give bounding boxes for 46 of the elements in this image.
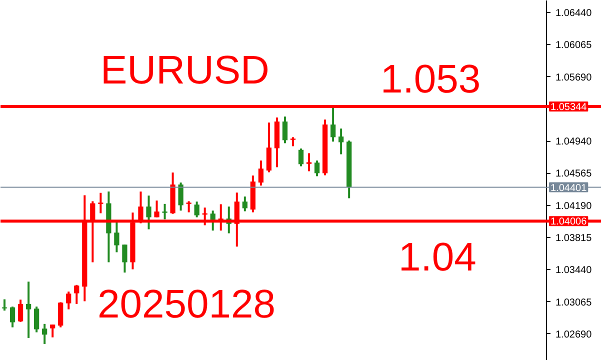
candlestick xyxy=(162,202,168,220)
candlestick xyxy=(194,200,200,218)
y-tick-label: 1.03065 xyxy=(556,297,592,308)
candlestick xyxy=(42,322,48,345)
candlestick xyxy=(66,290,72,310)
candlestick xyxy=(58,301,64,328)
y-tick-label: 1.04190 xyxy=(556,200,592,212)
candlestick xyxy=(178,182,184,212)
text: EURUSD xyxy=(100,48,270,92)
ref-line-label: 1.04401 xyxy=(550,182,588,194)
candlestick xyxy=(266,122,272,174)
candlestick xyxy=(114,221,120,254)
candlestick xyxy=(338,128,344,156)
annotation: 1.053 xyxy=(380,58,481,102)
candlestick xyxy=(146,194,152,230)
candlestick xyxy=(34,306,40,334)
candlestick xyxy=(50,324,56,338)
ref-line-label: 1.05344 xyxy=(550,102,588,113)
candlestick xyxy=(18,298,24,323)
candlestick xyxy=(210,210,216,232)
candlestick xyxy=(186,200,192,214)
candlestick xyxy=(2,298,8,312)
ref-line-label: 1.04006 xyxy=(550,216,588,228)
y-tick-label: 1.06065 xyxy=(556,40,592,52)
y-tick-label: 1.06440 xyxy=(556,8,592,19)
candlestick xyxy=(26,280,32,339)
candlestick xyxy=(282,116,288,144)
candlestick xyxy=(242,196,248,212)
candlestick xyxy=(98,192,104,214)
candlestick xyxy=(298,148,304,168)
y-tick-label: 1.02690 xyxy=(556,329,592,340)
candlestick xyxy=(154,200,160,218)
candlestick xyxy=(10,306,16,328)
y-tick-label: 1.03815 xyxy=(556,233,592,244)
candlestick xyxy=(258,160,264,187)
y-tick-label: 1.05690 xyxy=(556,72,592,84)
candlestick xyxy=(122,244,128,274)
y-tick-label: 1.03440 xyxy=(556,265,592,276)
candlestick xyxy=(74,284,80,305)
y-tick-label: 1.04565 xyxy=(556,168,592,180)
candlestick xyxy=(306,152,312,172)
annotation: 20250128 xyxy=(98,282,276,326)
candlestick xyxy=(330,105,336,143)
annotation: 1.04 xyxy=(398,236,476,280)
y-tick-label: 1.04940 xyxy=(556,136,592,148)
candlestick xyxy=(314,160,320,178)
